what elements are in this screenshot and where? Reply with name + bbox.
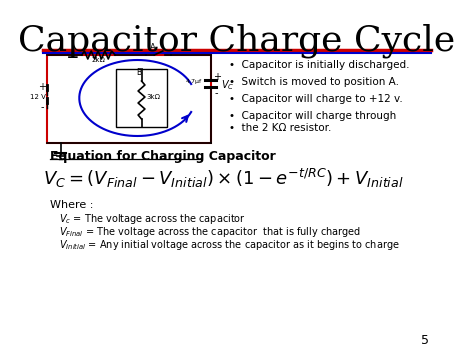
- Text: $V_C$: $V_C$: [221, 78, 234, 92]
- Bar: [116, 69, 167, 127]
- Text: +: +: [212, 72, 220, 82]
- Text: Equation for Charging Capacitor: Equation for Charging Capacitor: [50, 150, 276, 163]
- Text: $V_C = \left(V_{Final} - V_{Initial}\right) \times \left(1 - e^{-t/RC}\right) + : $V_C = \left(V_{Final} - V_{Initial}\rig…: [44, 167, 404, 190]
- Text: +: +: [38, 82, 46, 92]
- Text: •  Capacitor will charge to +12 v.: • Capacitor will charge to +12 v.: [229, 94, 403, 104]
- Text: 2kΩ: 2kΩ: [91, 57, 105, 63]
- Text: Where :: Where :: [50, 200, 94, 210]
- Text: •  Switch is moved to position A.: • Switch is moved to position A.: [229, 77, 399, 87]
- Text: $V_c$ = The voltage across the capacitor: $V_c$ = The voltage across the capacitor: [59, 212, 246, 226]
- Text: $V_{Initial}$ = Any initial voltage across the capacitor as it begins to charge: $V_{Initial}$ = Any initial voltage acro…: [59, 238, 400, 252]
- Text: -: -: [40, 102, 44, 112]
- Text: •  Capacitor is initially discharged.: • Capacitor is initially discharged.: [229, 60, 410, 70]
- Text: 5: 5: [421, 334, 429, 347]
- Text: •  Capacitor will charge through: • Capacitor will charge through: [229, 111, 397, 121]
- Text: B: B: [137, 68, 142, 77]
- Text: $V_{Final}$ = The voltage across the capacitor  that is fully charged: $V_{Final}$ = The voltage across the cap…: [59, 225, 361, 239]
- Text: -: -: [215, 88, 219, 98]
- Bar: [47, 55, 210, 143]
- Text: Capacitor Charge Cycle: Capacitor Charge Cycle: [18, 23, 456, 58]
- Text: 3kΩ: 3kΩ: [146, 94, 161, 100]
- Text: A: A: [150, 43, 155, 52]
- Text: •  the 2 KΩ resistor.: • the 2 KΩ resistor.: [229, 123, 332, 133]
- Text: 12 V: 12 V: [30, 94, 46, 100]
- Text: 4.7μf: 4.7μf: [186, 79, 202, 84]
